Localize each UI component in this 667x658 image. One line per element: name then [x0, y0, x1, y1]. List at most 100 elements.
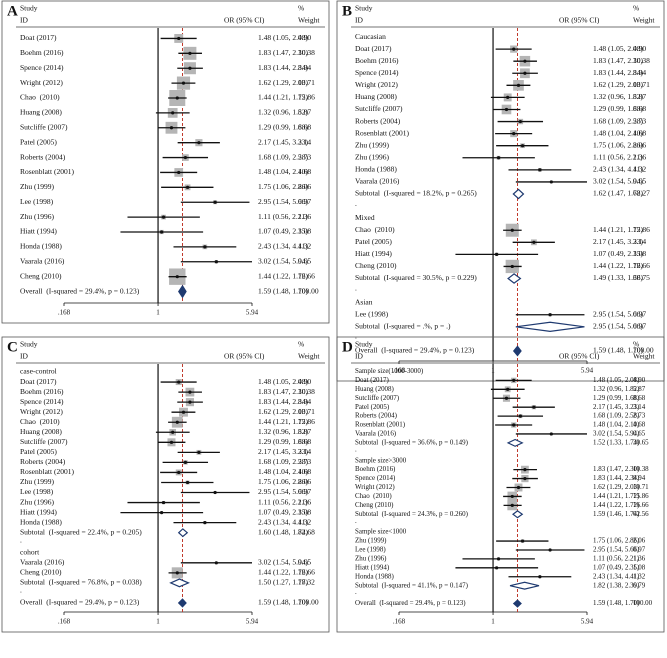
weight-label: 3.14 [298, 137, 311, 146]
point-estimate [169, 126, 174, 130]
or-ci-label: 1.83 (1.44, 2.34) [258, 397, 308, 406]
spacer: . [20, 586, 22, 595]
header-or: OR (95% CI) [559, 352, 600, 361]
point-estimate [510, 494, 514, 499]
subtotal-label: Subtotal (I-squared = 41.1%, p = 0.147) [355, 581, 469, 589]
x-tick-label: .168 [393, 367, 406, 375]
weight-label: 62.27 [633, 189, 650, 198]
study-label: Boehm (2016) [20, 48, 64, 57]
point-estimate [171, 430, 175, 434]
weight-label: 1.32 [298, 242, 311, 251]
point-estimate [516, 83, 521, 87]
group-label: case-control [20, 367, 57, 376]
group-label: Asian [355, 297, 373, 306]
or-ci-label: 1.48 (1.05, 2.08) [258, 377, 308, 386]
or-ci-label: 1.48 (1.04, 2.10) [593, 421, 640, 429]
point-estimate [495, 566, 499, 570]
group-label: Mixed [355, 213, 375, 222]
point-estimate [549, 180, 553, 184]
point-estimate [171, 111, 175, 115]
overall-diamond [178, 284, 187, 299]
point-estimate [516, 485, 521, 490]
overall-label: Overall (I-squared = 29.4%, p = 0.123) [355, 599, 466, 607]
weight-label: 10.38 [633, 56, 650, 65]
spacer: . [355, 283, 357, 292]
weight-label: 4.90 [633, 376, 646, 384]
study-label: Doat (2017) [355, 376, 389, 384]
overall-label: Overall (I-squared = 29.4%, p = 0.123) [20, 598, 140, 607]
study-label: Cheng (2010) [20, 568, 62, 577]
or-ci-label: 1.29 (0.99, 1.68) [258, 122, 308, 131]
study-label: Doat (2017) [20, 33, 57, 42]
x-tick-label: .168 [393, 618, 406, 626]
weight-label: 5.87 [633, 385, 646, 393]
or-ci-label: 1.44 (1.22, 1.72) [593, 501, 640, 509]
study-label: Roberts (2004) [20, 457, 66, 466]
study-label: Lee (1998) [20, 197, 54, 206]
point-estimate [177, 380, 181, 384]
forest-panel: A Study ID OR (95% CI)% Weight .168 1 5.94 Doat … [1, 0, 330, 324]
subtotal-diamond [169, 578, 190, 588]
study-label: Hiatt (1994) [355, 249, 392, 258]
weight-label: 1.08 [633, 249, 646, 258]
weight-label: 4.68 [298, 467, 311, 476]
weight-label: 2.73 [298, 457, 311, 466]
study-label: Lee (1998) [355, 546, 386, 554]
point-estimate [160, 511, 164, 515]
weight-label: 2.06 [298, 182, 311, 191]
group-label: Sample size<1000 [355, 528, 407, 536]
subtotal-diamond [512, 188, 525, 200]
weight-label: 16.66 [633, 501, 649, 509]
study-label: Wright (2012) [20, 78, 63, 87]
header-study: Study [355, 4, 373, 13]
weight-label: 1.36 [298, 212, 311, 221]
header-weight: Weight [298, 352, 320, 361]
study-label: Honda (1988) [20, 242, 62, 251]
weight-label: 100.00 [633, 346, 654, 355]
or-ci-label: 1.60 (1.48, 1.74) [258, 527, 308, 536]
or-ci-label: 1.29 (0.99, 1.68) [258, 437, 308, 446]
point-estimate [495, 252, 499, 256]
or-ci-label: 1.59 (1.46, 1.74) [593, 510, 640, 518]
point-estimate [188, 390, 192, 394]
header-pct: % [633, 340, 639, 349]
or-ci-label: 1.75 (1.06, 2.86) [593, 537, 640, 545]
point-estimate [523, 468, 527, 472]
study-label: Roberts (2004) [355, 412, 398, 420]
weight-label: 10.38 [633, 465, 649, 473]
overall-diamond [177, 598, 187, 608]
header-id: ID [20, 352, 28, 361]
study-label: Huang (2008) [355, 385, 394, 393]
weight-label: 8.94 [298, 63, 311, 72]
weight-label: 100.00 [298, 598, 319, 607]
study-label: Doat (2017) [20, 377, 57, 386]
point-estimate [510, 228, 514, 232]
or-ci-label: 1.48 (1.05, 2.08) [258, 33, 308, 42]
point-estimate [203, 521, 207, 525]
or-ci-label: 1.07 (0.49, 2.35) [258, 507, 308, 516]
subtotal-diamond [512, 510, 524, 519]
or-ci-label: 2.43 (1.34, 4.41) [593, 165, 643, 174]
header-or: OR (95% CI) [559, 16, 600, 25]
or-ci-label: 1.29 (0.99, 1.68) [593, 394, 640, 402]
weight-label: 8.94 [633, 474, 646, 482]
weight-label: 0.97 [633, 322, 646, 331]
or-ci-label: 1.32 (0.96, 1.82) [593, 385, 640, 393]
weight-label: 15.86 [633, 225, 650, 234]
point-estimate [213, 490, 217, 495]
point-estimate [169, 440, 174, 444]
point-estimate [538, 575, 542, 579]
weight-label: 5.87 [298, 427, 311, 436]
weight-label: 1.32 [633, 165, 646, 174]
study-label: Zhu (1999) [20, 182, 54, 191]
header-id: ID [355, 16, 363, 25]
weight-label: 1.36 [298, 497, 311, 506]
study-label: Rosenblatt (2001) [20, 167, 74, 176]
study-label: Boehm (2016) [20, 387, 64, 396]
point-estimate [177, 470, 181, 475]
header-or: OR (95% CI) [224, 16, 265, 25]
study-label: Zhu (1996) [20, 212, 54, 221]
point-estimate [548, 313, 552, 317]
point-estimate [214, 260, 218, 264]
